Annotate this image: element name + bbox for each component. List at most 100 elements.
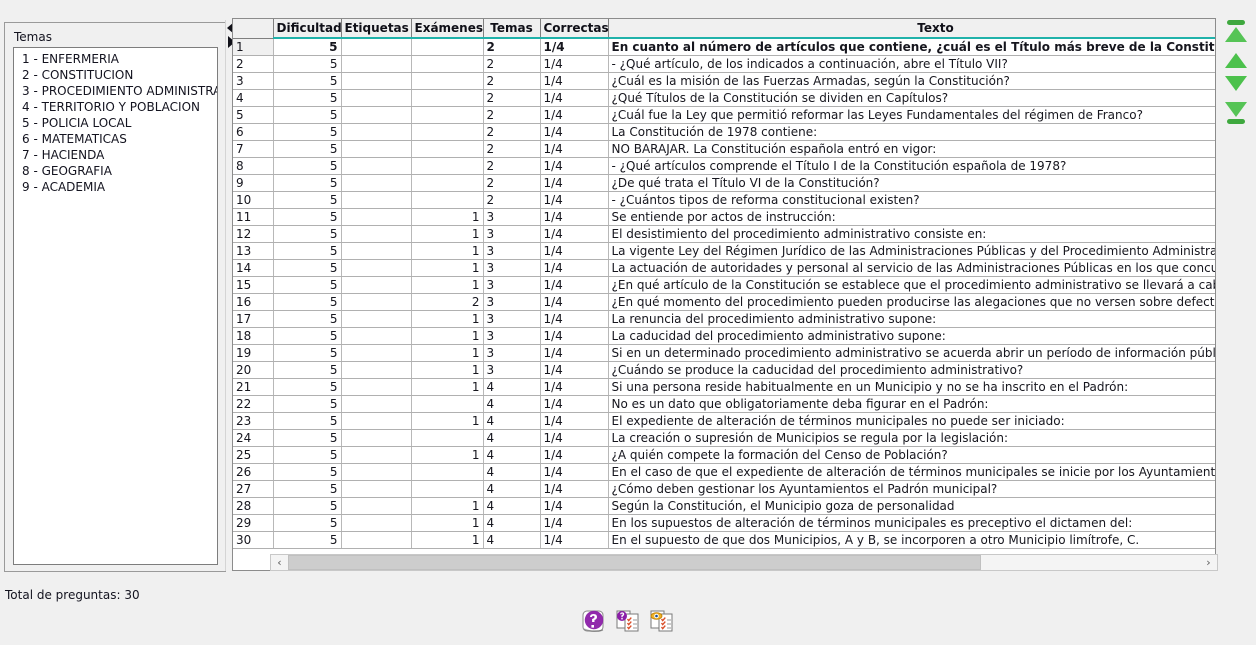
cell-etiquetas[interactable] (341, 361, 412, 379)
cell-texto[interactable]: No es un dato que obligatoriamente deba … (608, 395, 1215, 413)
cell-temas[interactable]: 2 (483, 123, 541, 141)
cell-dificultad[interactable]: 5 (273, 225, 342, 243)
panel-splitter[interactable] (225, 20, 235, 571)
cell-correctas[interactable]: 1/4 (540, 276, 609, 294)
cell-etiquetas[interactable] (341, 276, 412, 294)
temas-list-item[interactable]: 7 - HACIENDA (22, 148, 105, 162)
cell-temas[interactable]: 3 (483, 344, 541, 362)
cell-examenes[interactable]: 1 (411, 344, 484, 362)
cell-dificultad[interactable]: 5 (273, 327, 342, 345)
temas-list-item[interactable]: 3 - PROCEDIMIENTO ADMINISTRATIVO (22, 84, 217, 98)
cell-temas[interactable]: 4 (483, 463, 541, 481)
cell-temas[interactable]: 4 (483, 378, 541, 396)
cell-examenes[interactable] (411, 140, 484, 158)
cell-correctas[interactable]: 1/4 (540, 293, 609, 311)
table-row[interactable]: 25 5 1 4 1/4 ¿A quién compete la formación de… (233, 446, 1215, 464)
cell-temas[interactable]: 3 (483, 242, 541, 260)
cell-etiquetas[interactable] (341, 106, 412, 124)
table-row[interactable]: 19 5 1 3 1/4 Si en un determinado procedimien… (233, 344, 1215, 362)
cell-etiquetas[interactable] (341, 497, 412, 515)
temas-list-item[interactable]: 6 - MATEMATICAS (22, 132, 127, 146)
cell-rownum[interactable]: 14 (233, 259, 274, 277)
cell-temas[interactable]: 4 (483, 480, 541, 498)
cell-examenes[interactable]: 1 (411, 276, 484, 294)
cell-texto[interactable]: El desistimiento del procedimiento admin… (608, 225, 1215, 243)
cell-rownum[interactable]: 12 (233, 225, 274, 243)
cell-etiquetas[interactable] (341, 191, 412, 209)
cell-correctas[interactable]: 1/4 (540, 344, 609, 362)
cell-temas[interactable]: 2 (483, 140, 541, 158)
cell-correctas[interactable]: 1/4 (540, 174, 609, 192)
cell-temas[interactable]: 3 (483, 293, 541, 311)
cell-examenes[interactable]: 2 (411, 293, 484, 311)
cell-texto[interactable]: En el supuesto de que dos Municipios, A … (608, 531, 1215, 549)
cell-texto[interactable]: El expediente de alteración de términos … (608, 412, 1215, 430)
cell-temas[interactable]: 4 (483, 412, 541, 430)
temas-list[interactable]: 1 - ENFERMERIA 2 - CONSTITUCION 3 - PROCED… (13, 47, 218, 565)
temas-list-item[interactable]: 1 - ENFERMERIA (22, 52, 119, 66)
cell-dificultad[interactable]: 5 (273, 242, 342, 260)
cell-etiquetas[interactable] (341, 429, 412, 447)
cell-dificultad[interactable]: 5 (273, 463, 342, 481)
cell-examenes[interactable] (411, 480, 484, 498)
cell-rownum[interactable]: 1 (233, 38, 274, 56)
cell-examenes[interactable]: 1 (411, 378, 484, 396)
cell-correctas[interactable]: 1/4 (540, 259, 609, 277)
cell-examenes[interactable] (411, 123, 484, 141)
go-to-first-button[interactable] (1222, 20, 1250, 43)
go-to-last-button[interactable] (1222, 101, 1250, 124)
cell-dificultad[interactable]: 5 (273, 38, 342, 56)
cell-texto[interactable]: Según la Constitución, el Municipio goza… (608, 497, 1215, 515)
cell-dificultad[interactable]: 5 (273, 395, 342, 413)
cell-temas[interactable]: 3 (483, 208, 541, 226)
cell-examenes[interactable]: 1 (411, 514, 484, 532)
table-row[interactable]: 13 5 1 3 1/4 La vigente Ley del Régimen Juríd… (233, 242, 1215, 260)
cell-dificultad[interactable]: 5 (273, 89, 342, 107)
table-row[interactable]: 24 5 4 1/4 La creación o supresión de Munici… (233, 429, 1215, 447)
column-header-etiquetas[interactable]: Etiquetas (341, 19, 412, 39)
cell-etiquetas[interactable] (341, 242, 412, 260)
table-row[interactable]: 29 5 1 4 1/4 En los supuestos de alteración d… (233, 514, 1215, 532)
cell-examenes[interactable] (411, 191, 484, 209)
cell-examenes[interactable]: 1 (411, 497, 484, 515)
cell-etiquetas[interactable] (341, 344, 412, 362)
cell-dificultad[interactable]: 5 (273, 429, 342, 447)
cell-etiquetas[interactable] (341, 208, 412, 226)
temas-list-item[interactable]: 4 - TERRITORIO Y POBLACION (22, 100, 200, 114)
cell-etiquetas[interactable] (341, 174, 412, 192)
cell-rownum[interactable]: 27 (233, 480, 274, 498)
table-row[interactable]: 27 5 4 1/4 ¿Cómo deben gestionar los Ayuntam… (233, 480, 1215, 498)
temas-list-item[interactable]: 8 - GEOGRAFIA (22, 164, 112, 178)
cell-correctas[interactable]: 1/4 (540, 327, 609, 345)
table-row[interactable]: 14 5 1 3 1/4 La actuación de autoridades y pe… (233, 259, 1215, 277)
cell-texto[interactable]: La renuncia del procedimiento administra… (608, 310, 1215, 328)
cell-temas[interactable]: 3 (483, 327, 541, 345)
cell-correctas[interactable]: 1/4 (540, 225, 609, 243)
cell-etiquetas[interactable] (341, 514, 412, 532)
table-row[interactable]: 20 5 1 3 1/4 ¿Cuándo se produce la caducidad … (233, 361, 1215, 379)
cell-correctas[interactable]: 1/4 (540, 497, 609, 515)
cell-rownum[interactable]: 29 (233, 514, 274, 532)
table-row[interactable]: 6 5 2 1/4 La Constitución de 1978 contiene: (233, 123, 1215, 141)
cell-correctas[interactable]: 1/4 (540, 531, 609, 549)
table-row[interactable]: 3 5 2 1/4 ¿Cuál es la misión de las Fuerzas … (233, 72, 1215, 90)
table-row[interactable]: 21 5 1 4 1/4 Si una persona reside habitualme… (233, 378, 1215, 396)
cell-correctas[interactable]: 1/4 (540, 412, 609, 430)
go-previous-button[interactable] (1222, 47, 1250, 70)
collapse-left-icon[interactable] (227, 22, 234, 34)
cell-correctas[interactable]: 1/4 (540, 378, 609, 396)
cell-examenes[interactable]: 1 (411, 361, 484, 379)
table-row[interactable]: 5 5 2 1/4 ¿Cuál fue la Ley que permitió refo… (233, 106, 1215, 124)
cell-texto[interactable]: ¿Qué Títulos de la Constitución se divid… (608, 89, 1215, 107)
cell-examenes[interactable] (411, 395, 484, 413)
expand-right-icon[interactable] (228, 36, 235, 48)
column-header-temas[interactable]: Temas (483, 19, 541, 39)
table-row[interactable]: 30 5 1 4 1/4 En el supuesto de que dos Munici… (233, 531, 1215, 549)
cell-dificultad[interactable]: 5 (273, 378, 342, 396)
cell-examenes[interactable]: 1 (411, 310, 484, 328)
table-row[interactable]: 28 5 1 4 1/4 Según la Constitución, el Munici… (233, 497, 1215, 515)
cell-dificultad[interactable]: 5 (273, 480, 342, 498)
cell-rownum[interactable]: 2 (233, 55, 274, 73)
cell-correctas[interactable]: 1/4 (540, 429, 609, 447)
cell-examenes[interactable]: 1 (411, 259, 484, 277)
